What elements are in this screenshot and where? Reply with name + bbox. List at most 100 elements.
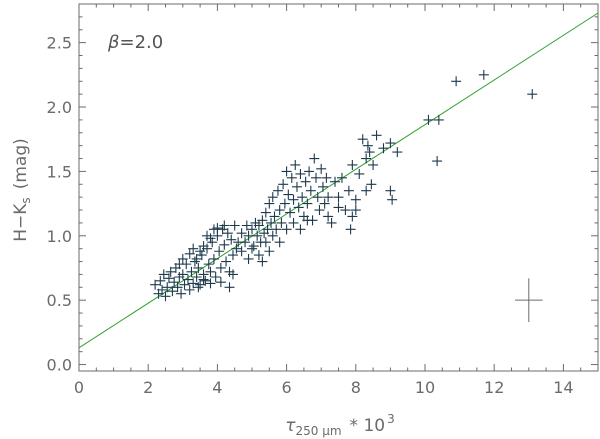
- data-point: [215, 277, 226, 288]
- x-tick-label: 2: [143, 378, 153, 397]
- data-point: [281, 224, 292, 235]
- data-point: [288, 194, 299, 205]
- data-point: [264, 246, 275, 257]
- data-point: [253, 250, 264, 261]
- data-point: [333, 202, 344, 213]
- data-point: [169, 277, 180, 288]
- data-point: [177, 269, 188, 280]
- data-point: [340, 205, 351, 216]
- y-tick-label: 1.5: [47, 162, 72, 181]
- data-point: [229, 220, 240, 231]
- data-point: [219, 220, 230, 231]
- data-point: [215, 262, 226, 273]
- data-point: [288, 217, 299, 228]
- error-bar: [514, 278, 543, 323]
- x-tick-label: 14: [553, 378, 573, 397]
- data-point: [160, 291, 171, 302]
- data-point: [316, 163, 327, 174]
- data-point: [241, 220, 252, 231]
- y-axis-title-suffix: (mag): [11, 138, 31, 189]
- y-tick-label: 2.0: [47, 98, 72, 117]
- x-tick-label: 4: [212, 378, 222, 397]
- y-axis-title-sub: s: [19, 197, 33, 203]
- data-point: [285, 207, 296, 218]
- x-tick-label: 10: [415, 378, 435, 397]
- data-point: [195, 246, 206, 257]
- data-point: [350, 205, 361, 216]
- x-axis-title: τ250 μm * 10 3: [285, 412, 394, 438]
- data-point: [214, 246, 225, 257]
- data-point: [272, 185, 283, 196]
- data-point: [304, 166, 315, 177]
- data-point: [387, 194, 398, 205]
- beta-value: =2.0: [120, 32, 164, 53]
- fit-line: [78, 12, 599, 349]
- y-axis: 0.0 0.5 1.0 1.5 2.0 2.5: [47, 16, 598, 375]
- data-point: [226, 234, 237, 245]
- data-point: [202, 230, 213, 241]
- data-point: [423, 114, 434, 125]
- data-point: [291, 181, 302, 192]
- data-point: [330, 176, 341, 187]
- data-point: [200, 275, 211, 286]
- data-point: [267, 230, 278, 241]
- data-point: [478, 69, 489, 80]
- data-point: [219, 239, 230, 250]
- data-point: [155, 275, 166, 286]
- data-point: [354, 168, 365, 179]
- data-point: [276, 217, 287, 228]
- x-axis-title-sup: 3: [387, 412, 395, 426]
- data-point: [188, 243, 199, 254]
- data-point: [267, 192, 278, 203]
- data-point: [314, 205, 325, 216]
- x-tick-label: 0: [74, 378, 84, 397]
- y-axis-title-main: H−K: [11, 203, 31, 242]
- y-tick-label: 1.0: [47, 227, 72, 246]
- data-point: [167, 286, 178, 297]
- data-point: [305, 185, 316, 196]
- data-point: [366, 179, 377, 190]
- data-point: [290, 159, 301, 170]
- data-point: [247, 224, 257, 235]
- data-point: [158, 269, 169, 280]
- data-point: [184, 284, 195, 295]
- data-point: [247, 243, 257, 254]
- data-point: [260, 237, 271, 248]
- y-tick-label: 0.0: [47, 356, 72, 375]
- data-point: [221, 256, 232, 267]
- data-point: [198, 241, 209, 252]
- x-axis: 0 2 4 6 8 10 12 14: [74, 4, 599, 397]
- data-point: [176, 288, 187, 299]
- data-point: [321, 172, 332, 183]
- x-axis-title-main: τ: [285, 416, 296, 436]
- data-point: [236, 228, 247, 239]
- x-axis-title-sub: 250 μm: [296, 424, 342, 438]
- data-point: [293, 202, 304, 213]
- data-point: [347, 211, 358, 222]
- data-point: [378, 143, 389, 154]
- data-point: [371, 130, 382, 141]
- data-point: [182, 274, 193, 285]
- data-point: [357, 134, 368, 145]
- data-point: [163, 273, 174, 284]
- data-point: [368, 159, 379, 170]
- data-point: [174, 259, 185, 270]
- data-point: [302, 198, 313, 209]
- data-point: [323, 192, 334, 203]
- data-point: [240, 237, 251, 248]
- data-point: [278, 179, 289, 190]
- data-point: [432, 156, 443, 167]
- data-point: [274, 237, 285, 248]
- x-tick-label: 6: [282, 378, 292, 397]
- data-point: [343, 185, 354, 196]
- data-point: [286, 172, 297, 183]
- data-point: [295, 224, 306, 235]
- data-point: [451, 76, 462, 87]
- data-point: [361, 185, 372, 196]
- beta-symbol: β: [107, 32, 120, 53]
- data-point: [186, 266, 197, 277]
- data-point: [236, 246, 247, 257]
- y-axis-title: H−Ks (mag): [11, 138, 33, 242]
- data-point: [165, 266, 176, 277]
- data-point: [266, 217, 277, 228]
